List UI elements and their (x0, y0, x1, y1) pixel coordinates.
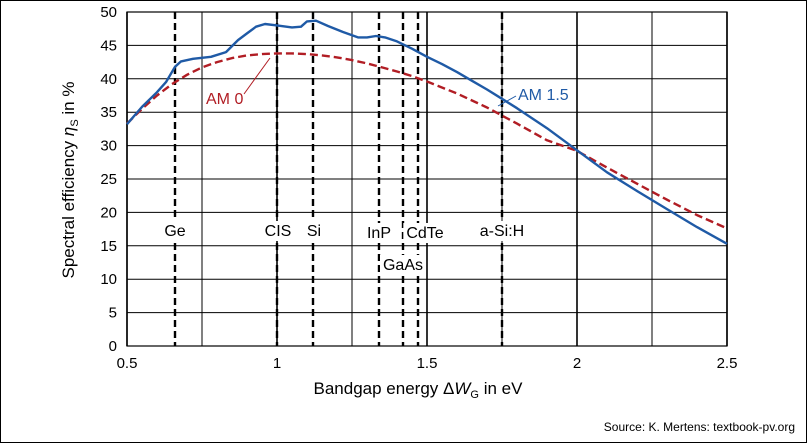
material-label: CIS (265, 223, 292, 240)
am0-pointer-line (243, 57, 271, 95)
material-label-bg (261, 221, 295, 241)
material-label: CdTe (406, 225, 443, 242)
material-label: InP (367, 225, 391, 242)
y-tick-label: 40 (100, 71, 117, 88)
tick-labels: 0 5 10 15 20 25 30 35 40 45 50 0.5 1 1.5 2 2.5 (100, 4, 737, 372)
x-tick-label: 1.5 (417, 355, 438, 372)
y-axis-label: Spectral efficiency ηS in % (59, 82, 81, 279)
material-label: Si (307, 223, 321, 240)
material-bandgap-lines (173, 12, 504, 346)
am15-pointer-line (497, 95, 517, 107)
x-tick-label: 2 (573, 355, 581, 372)
y-tick-label: 50 (100, 4, 117, 21)
source-note: Source: K. Mertens: textbook-pv.org (603, 420, 795, 434)
y-tick-label: 25 (100, 171, 117, 188)
material-label-bg (303, 221, 325, 241)
series-label-am15: AM 1.5 (518, 87, 569, 104)
series-line (126, 52, 728, 230)
material-label-bg (363, 223, 395, 243)
x-tick-label: 0.5 (117, 355, 138, 372)
material-label-bg (403, 223, 447, 243)
y-tick-label: 10 (100, 271, 117, 288)
y-tick-label: 5 (109, 305, 117, 322)
series-label-am0: AM 0 (206, 91, 243, 108)
material-label-bg (379, 255, 427, 275)
y-tick-label: 20 (100, 204, 117, 221)
material-labels: Ge CIS Si InP GaAs CdTe a-Si:H (161, 221, 528, 275)
x-tick-label: 1 (273, 355, 281, 372)
material-label-bg (161, 221, 189, 241)
material-label: a-Si:H (480, 223, 524, 240)
x-axis-label: Bandgap energy ΔWG in eV (314, 379, 524, 401)
series-line (126, 19, 728, 245)
y-tick-label: 45 (100, 37, 117, 54)
material-label-bg (476, 221, 528, 241)
y-tick-label: 35 (100, 104, 117, 121)
y-tick-label: 15 (100, 238, 117, 255)
x-tick-label: 2.5 (717, 355, 738, 372)
y-tick-label: 30 (100, 138, 117, 155)
plot-border (126, 11, 728, 347)
y-tick-label: 0 (109, 338, 117, 355)
material-label: GaAs (383, 257, 423, 274)
series-layer (126, 19, 728, 245)
material-label: Ge (164, 223, 185, 240)
